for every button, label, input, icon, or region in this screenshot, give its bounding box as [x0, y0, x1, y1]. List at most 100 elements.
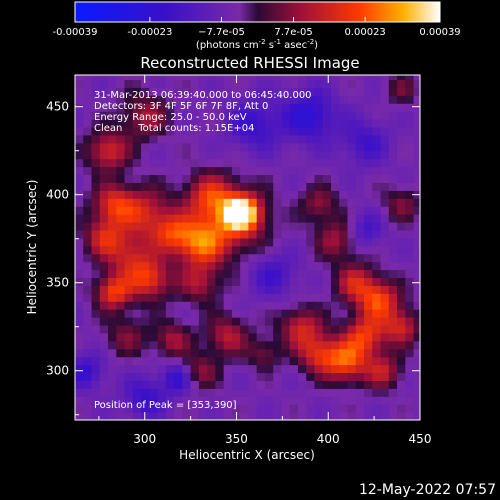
heatmap-cell — [364, 182, 373, 191]
heatmap-cell — [397, 253, 406, 263]
heatmap-cell — [388, 206, 398, 215]
heatmap-cell — [413, 356, 420, 366]
heatmap-cell — [397, 87, 406, 96]
heatmap-cell — [83, 111, 93, 120]
heatmap-cell — [322, 269, 332, 279]
heatmap-cell — [157, 340, 167, 350]
heatmap-cell — [264, 324, 274, 334]
heatmap-cell — [223, 158, 233, 168]
heatmap-cell — [165, 412, 175, 420]
heatmap-cell — [372, 126, 382, 136]
heatmap-cell — [207, 111, 216, 120]
heatmap-cell — [306, 372, 316, 381]
heatmap-cell — [347, 285, 357, 294]
heatmap-cell — [75, 380, 84, 389]
heatmap-cell — [124, 293, 134, 302]
heatmap-cell — [99, 198, 109, 207]
heatmap-cell — [157, 348, 167, 358]
heatmap-cell — [231, 174, 241, 183]
heatmap-cell — [223, 119, 233, 128]
heatmap-cell — [174, 95, 183, 104]
heatmap-cell — [215, 285, 225, 294]
heatmap-cell — [149, 174, 159, 183]
heatmap-cell — [190, 348, 200, 358]
heatmap-cell — [149, 317, 159, 326]
heatmap-cell — [165, 277, 175, 286]
heatmap-cell — [314, 229, 324, 239]
heatmap-cell — [207, 340, 216, 350]
heatmap-cell — [330, 206, 340, 215]
heatmap-cell — [289, 95, 299, 104]
heatmap-cell — [157, 87, 167, 96]
heatmap-cell — [223, 79, 233, 88]
heatmap-cell — [207, 119, 216, 128]
heatmap-cell — [355, 364, 365, 374]
heatmap-cell — [116, 324, 126, 334]
heatmap-cell — [149, 309, 159, 318]
heatmap-cell — [99, 285, 109, 294]
heatmap-cell — [198, 111, 208, 120]
heatmap-cell — [215, 261, 225, 271]
heatmap-cell — [99, 206, 109, 215]
heatmap-cell — [132, 142, 142, 152]
heatmap-cell — [149, 103, 159, 112]
heatmap-cell — [380, 229, 390, 239]
heatmap-cell — [355, 372, 365, 381]
heatmap-cell — [339, 126, 349, 136]
heatmap-cell — [314, 198, 324, 207]
heatmap-cell — [388, 277, 398, 286]
heatmap-cell — [364, 396, 373, 405]
heatmap-cell — [314, 134, 324, 144]
heatmap-cell — [248, 166, 258, 176]
heatmap-cell — [132, 119, 142, 128]
heatmap-cell — [108, 142, 117, 152]
heatmap-cell — [413, 87, 420, 96]
heatmap-cell — [339, 277, 349, 286]
heatmap-cell — [190, 111, 200, 120]
heatmap-cell — [174, 317, 183, 326]
heatmap-cell — [413, 126, 420, 136]
heatmap-cell — [83, 134, 93, 144]
heatmap-cell — [273, 95, 283, 104]
heatmap-cell — [215, 253, 225, 263]
heatmap-cell — [91, 75, 101, 81]
heatmap-cell — [99, 237, 109, 247]
heatmap-cell — [174, 166, 183, 176]
heatmap-cell — [330, 356, 340, 366]
heatmap-cell — [108, 364, 117, 374]
heatmap-cell — [174, 206, 183, 215]
heatmap-cell — [339, 364, 349, 374]
heatmap-cell — [215, 245, 225, 255]
heatmap-cell — [182, 158, 192, 168]
heatmap-cell — [124, 190, 134, 199]
heatmap-cell — [273, 388, 283, 397]
heatmap-cell — [264, 166, 274, 176]
heatmap-cell — [141, 412, 150, 420]
heatmap-cell — [132, 364, 142, 374]
heatmap-cell — [355, 309, 365, 318]
heatmap-cell — [124, 119, 134, 128]
heatmap-cell — [355, 75, 365, 81]
heatmap-cell — [314, 103, 324, 112]
heatmap-cell — [190, 142, 200, 152]
heatmap-cell — [281, 356, 291, 366]
heatmap-cell — [190, 206, 200, 215]
heatmap-cell — [413, 103, 420, 112]
heatmap-cell — [405, 174, 415, 183]
heatmap-cell — [83, 142, 93, 152]
heatmap-cell — [264, 317, 274, 326]
heatmap-cell — [75, 229, 84, 239]
heatmap-cell — [405, 206, 415, 215]
heatmap-cell — [264, 301, 274, 310]
heatmap-cell — [165, 380, 175, 389]
heatmap-cell — [380, 380, 390, 389]
heatmap-cell — [157, 380, 167, 389]
heatmap-cell — [264, 269, 274, 279]
heatmap-cell — [124, 332, 134, 342]
heatmap-cell — [306, 190, 316, 199]
heatmap-cell — [306, 340, 316, 350]
heatmap-cell — [256, 309, 266, 318]
heatmap-cell — [339, 87, 349, 96]
heatmap-cell — [182, 237, 192, 247]
heatmap-cell — [397, 380, 406, 389]
